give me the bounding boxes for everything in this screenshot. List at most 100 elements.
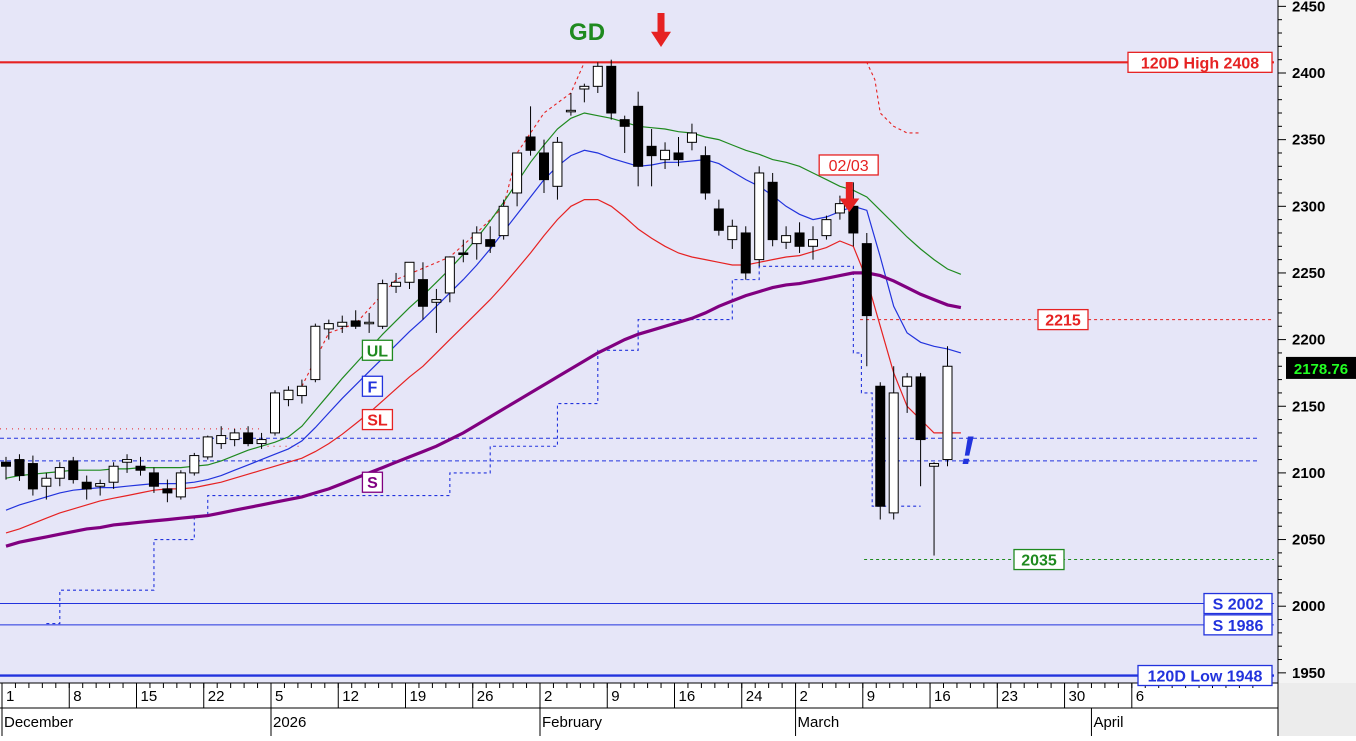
candle-body (498, 205, 509, 237)
series-line-s (5, 271, 962, 548)
level-label: 120D High 2408 (1141, 55, 1259, 72)
candle-body (68, 460, 79, 481)
x-tick-label: 15 (141, 688, 158, 705)
x-tick-label: 2 (800, 688, 808, 705)
x-tick-label: 5 (275, 688, 283, 705)
series-label: SL (367, 413, 388, 430)
candle-body (929, 463, 940, 467)
candle-body (915, 376, 926, 441)
level-label: 2215 (1045, 313, 1081, 330)
candle-body (552, 141, 563, 187)
candle-body (660, 149, 671, 161)
candle-body (902, 376, 913, 387)
candle-body (148, 472, 159, 487)
red-down-arrow-icon (651, 13, 672, 47)
candle-body (444, 256, 455, 294)
candle-body (122, 459, 133, 463)
exclamation-mark: ! (961, 429, 974, 473)
candle-body (135, 465, 146, 471)
candle-body (337, 321, 348, 327)
x-tick-label: 19 (410, 688, 427, 705)
level-label-box (1137, 664, 1273, 687)
x-tick-label: 8 (73, 688, 81, 705)
level-label-box (1203, 592, 1273, 615)
axis-panel (1278, 0, 1356, 683)
x-tick-label: 24 (746, 688, 763, 705)
month-label: March (798, 714, 840, 731)
candle-body (41, 477, 52, 487)
x-tick-label: 6 (1136, 688, 1144, 705)
series-label-box (361, 408, 394, 431)
candle-body (781, 235, 792, 243)
candle-body (834, 203, 845, 214)
candle-body (485, 239, 496, 247)
candle-body (727, 225, 738, 241)
candle-body (14, 459, 25, 477)
candle-body (391, 281, 402, 287)
level-label: 120D Low 1948 (1148, 669, 1263, 686)
series-label-box (361, 471, 384, 493)
y-tick-label: 2050 (1292, 532, 1325, 549)
candle-body (619, 119, 630, 127)
level-label: S 1986 (1213, 618, 1264, 635)
last-price-box (1286, 356, 1356, 379)
x-tick-label: 16 (679, 688, 696, 705)
x-tick-label: 16 (934, 688, 951, 705)
x-tick-label: 23 (1001, 688, 1018, 705)
x-tick-label: 9 (611, 688, 619, 705)
gd-label: GD (569, 19, 605, 46)
blue-trailing-stop (46, 265, 921, 625)
y-tick-label: 2400 (1292, 65, 1325, 82)
candle-body (808, 239, 818, 247)
y-tick-label: 2000 (1292, 598, 1325, 615)
candle-body (270, 392, 280, 434)
candle-body (673, 152, 684, 161)
candle-body (54, 467, 65, 479)
candle-body (323, 323, 334, 330)
candle-body (175, 472, 186, 498)
month-label: February (542, 714, 603, 731)
series-line-ul (5, 112, 962, 479)
candle-body (942, 365, 953, 461)
y-tick-label: 2200 (1292, 332, 1325, 349)
y-tick-label: 2450 (1292, 0, 1325, 15)
candle-body (350, 320, 361, 327)
corner-box (1278, 683, 1356, 736)
candle-body (713, 208, 724, 231)
y-tick-label: 2100 (1292, 465, 1325, 482)
candle-body (875, 385, 886, 507)
candle-body (686, 132, 697, 143)
candle-body (512, 152, 523, 194)
date-annotation-box (818, 154, 879, 176)
date-axis (0, 683, 1278, 736)
candle-body (861, 243, 872, 317)
candle-body (525, 136, 536, 151)
candle-body (1, 461, 11, 467)
series-label: UL (367, 343, 389, 360)
candle-body (579, 85, 590, 90)
candle-body (821, 219, 832, 237)
y-tick-label: 2300 (1292, 198, 1325, 215)
candle-body (296, 385, 307, 397)
series-label-box (361, 375, 384, 397)
candle-body (888, 392, 899, 514)
y-tick-label: 2350 (1292, 132, 1325, 149)
candle-body (108, 465, 119, 483)
candle-body (364, 321, 375, 325)
candle-body (767, 181, 778, 241)
month-label: April (1093, 714, 1123, 731)
series-label: F (368, 379, 378, 396)
candle-body (700, 155, 711, 194)
level-label-box (1203, 614, 1273, 636)
month-label: December (4, 714, 73, 731)
candle-body (458, 252, 469, 255)
candle-body (310, 325, 321, 381)
candle-body (592, 65, 603, 87)
y-tick-label: 1950 (1292, 665, 1325, 682)
candle-body (633, 105, 644, 167)
x-tick-label: 9 (867, 688, 875, 705)
candle-body (565, 109, 576, 113)
candle-body (216, 435, 227, 445)
